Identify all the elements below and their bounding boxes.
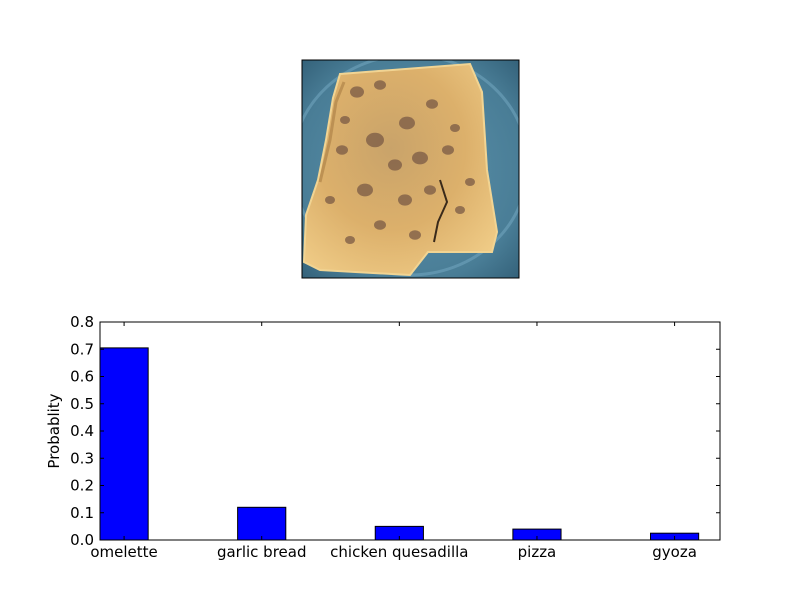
plot-frame <box>99 321 721 541</box>
omelette-spots <box>325 80 475 244</box>
y-tick-labels: 0.0 0.1 0.2 0.3 0.4 0.5 0.6 0.7 0.8 <box>70 313 94 549</box>
omelette-spot <box>340 116 350 124</box>
omelette-spot <box>412 151 428 165</box>
omelette-spot <box>450 124 460 132</box>
y-tick-label: 0.7 <box>70 340 94 358</box>
omelette-spot <box>424 185 436 195</box>
omelette-spot <box>388 159 402 171</box>
y-tick-label: 0.2 <box>70 477 94 495</box>
y-tick-label: 0.1 <box>70 504 94 522</box>
omelette-spot <box>455 206 465 214</box>
omelette-spot <box>465 178 475 186</box>
y-tick-label: 0.0 <box>70 531 94 549</box>
bar-omelette <box>99 347 149 541</box>
omelette-spot <box>336 145 348 155</box>
y-tick-label: 0.8 <box>70 313 94 331</box>
omelette-spot <box>426 99 438 109</box>
x-tick-label: gyoza <box>652 543 697 561</box>
omelette-spot <box>399 116 415 130</box>
omelette-spot <box>350 86 364 98</box>
y-tick-label: 0.6 <box>70 368 94 386</box>
omelette-spot <box>374 80 386 90</box>
bars <box>99 347 700 541</box>
omelette-spot <box>442 145 454 155</box>
x-tick-labels: omelette garlic bread chicken quesadilla pi… <box>90 543 697 561</box>
omelette-spot <box>345 236 355 244</box>
x-tick-label: chicken quesadilla <box>330 543 468 561</box>
omelette-spot <box>325 196 335 204</box>
x-tick-label: garlic bread <box>217 543 307 561</box>
bar-garlic-bread <box>237 506 287 541</box>
photo-border <box>301 59 520 279</box>
y-tick-label: 0.5 <box>70 395 94 413</box>
omelette-spot <box>409 230 421 240</box>
x-tick-label: pizza <box>518 543 557 561</box>
y-tick-label: 0.3 <box>70 449 94 467</box>
omelette-spot <box>398 194 412 206</box>
y-tick-label: 0.4 <box>70 422 94 440</box>
x-tick-label: omelette <box>90 543 157 561</box>
food-photo <box>302 60 519 278</box>
omelette-spot <box>366 132 384 148</box>
omelette-spot <box>374 220 386 230</box>
y-axis-label: Probablity <box>45 393 63 468</box>
axis-ticks <box>100 321 720 541</box>
omelette-spot <box>357 183 373 197</box>
bar-chart: 0.0 0.1 0.2 0.3 0.4 0.5 0.6 0.7 0.8 omelette garl… <box>45 313 721 561</box>
